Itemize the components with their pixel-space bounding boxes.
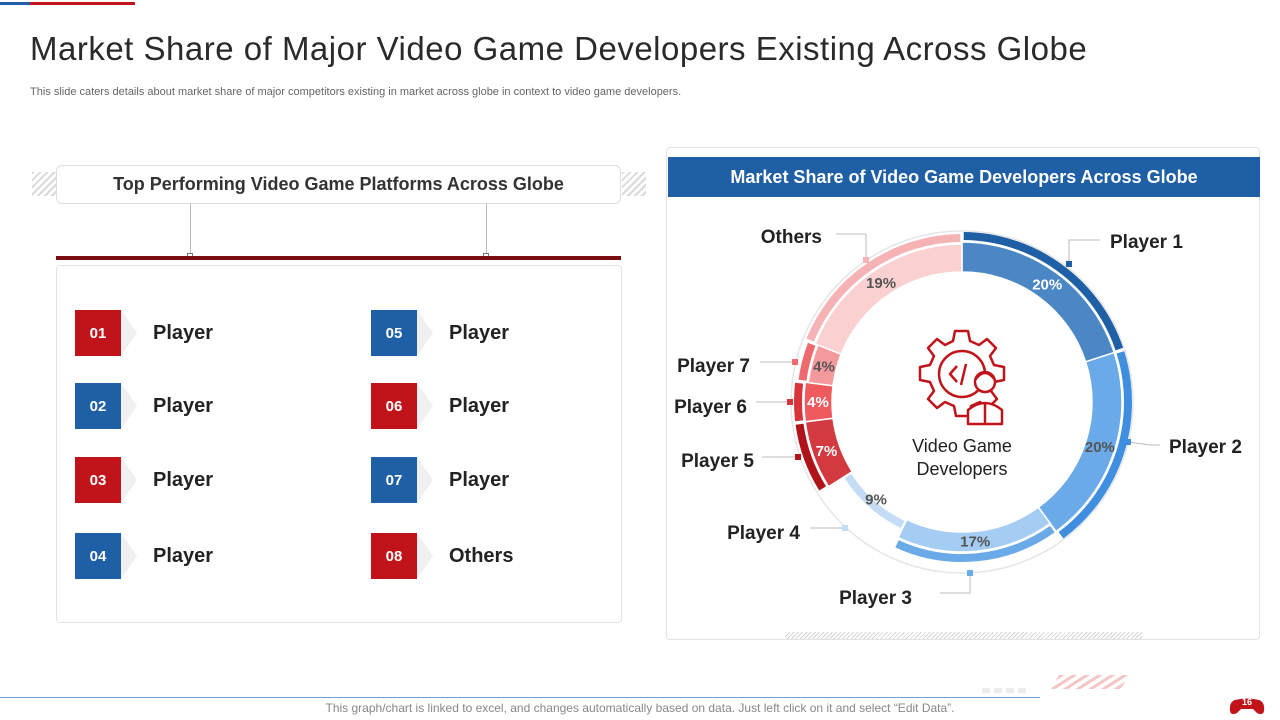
donut-slice-rim [798,342,816,381]
item-number-badge: 02 [75,383,121,429]
donut-slice-player-2 [1037,351,1123,533]
item-label: Player [153,321,214,344]
donut-value-label: 9% [865,492,887,509]
chevron-shape [417,310,433,356]
donut-value-label: 7% [816,443,838,460]
legend-label-player-4: Player 4 [727,523,800,544]
callout-marker [792,359,798,365]
decorative-hatch-left [32,172,56,196]
left-panel-header: Top Performing Video Game Platforms Acro… [56,165,621,204]
connector-line [486,204,487,256]
donut-slice-player-3 [897,506,1052,553]
top-accent-bar [0,2,135,5]
connector-line [190,204,191,256]
item-number-badge: 08 [371,533,417,579]
list-item: 05 Player [371,310,509,356]
chevron-shape [417,533,433,579]
item-number-badge: 06 [371,383,417,429]
donut-chart: Player 1 Player 2 Player 3 Player 4 Player 5… [674,227,1242,609]
legend-label-player-3: Player 3 [839,588,912,609]
item-number-badge: 03 [75,457,121,503]
legend-label-player-7: Player 7 [677,356,750,377]
footer-stripes [1050,675,1130,689]
callout-marker [842,525,848,531]
list-item: 08 Others [371,533,513,579]
callout-line [1068,239,1100,264]
left-panel-header-text: Top Performing Video Game Platforms Acro… [113,174,564,194]
item-label: Player [449,394,510,417]
donut-value-label: 20% [1032,277,1062,294]
page-title: Market Share of Major Video Game Develop… [30,30,1088,67]
item-number-badge: 07 [371,457,417,503]
donut-value-label: 19% [866,275,896,292]
right-panel-header-text: Market Share of Video Game Developers Ac… [730,166,1198,187]
gear-code-developer-icon [918,329,1006,426]
list-item: 06 Player [371,383,509,429]
callout-line [836,233,867,260]
decorative-hatch-right [622,172,646,196]
list-item: 02 Player [75,383,213,429]
donut-slice-rim [895,525,1055,562]
item-label: Player [153,544,214,567]
donut-slice-others [814,243,963,356]
donut-slice-rim [963,232,1124,351]
legend-label-player-5: Player 5 [681,451,754,472]
list-item: 03 Player [75,457,213,503]
callout-marker [787,399,793,405]
chevron-shape [121,310,137,356]
donut-slice-rim [806,234,961,342]
footer-line [0,697,1040,698]
decorative-hatch-bottom [785,632,1142,639]
donut-slice-rim [1058,351,1132,539]
donut-center-label-line1: Video Game [912,436,1012,456]
callout-marker [967,570,973,576]
legend-label-others: Others [761,227,822,248]
donut-value-label: 4% [813,359,835,376]
page-number: 16 [1241,697,1252,707]
callout-line [940,573,971,594]
item-number-badge: 01 [75,310,121,356]
item-number-badge: 05 [371,310,417,356]
callout-marker [863,257,869,263]
legend-label-player-2: Player 2 [1169,437,1242,458]
left-panel [56,265,622,623]
list-item: 04 Player [75,533,213,579]
item-label: Player [449,468,510,491]
legend-label-player-1: Player 1 [1110,232,1183,253]
list-item: 01 Player [75,310,213,356]
gamepad-icon [1229,698,1265,715]
donut-value-label: 17% [960,533,990,550]
donut-slice-rim [794,382,804,422]
item-label: Player [153,394,214,417]
donut-value-label: 4% [807,394,829,411]
donut-value-label: 20% [1085,439,1115,456]
right-panel-header: Market Share of Video Game Developers Ac… [668,157,1260,197]
item-label: Player [153,468,214,491]
callout-line [1127,441,1160,446]
top-accent-bar-blue [0,2,30,5]
footer-dots [982,688,1026,693]
callout-marker [795,454,801,460]
chevron-shape [417,383,433,429]
chevron-shape [417,457,433,503]
chevron-shape [121,533,137,579]
left-panel-divider [56,256,621,260]
item-label: Player [449,321,510,344]
callout-marker [1066,261,1072,267]
item-number-badge: 04 [75,533,121,579]
legend-label-player-6: Player 6 [674,397,747,418]
list-item: 07 Player [371,457,509,503]
donut-slice-rim [795,423,827,491]
callout-marker [1125,439,1131,445]
item-label: Others [449,544,514,567]
donut-slice-rim [844,473,905,529]
chevron-shape [121,457,137,503]
page-subtitle: This slide caters details about market s… [30,86,682,98]
donut-center-label-line2: Developers [916,459,1007,479]
chevron-shape [121,383,137,429]
footer-note: This graph/chart is linked to excel, and… [325,701,955,715]
